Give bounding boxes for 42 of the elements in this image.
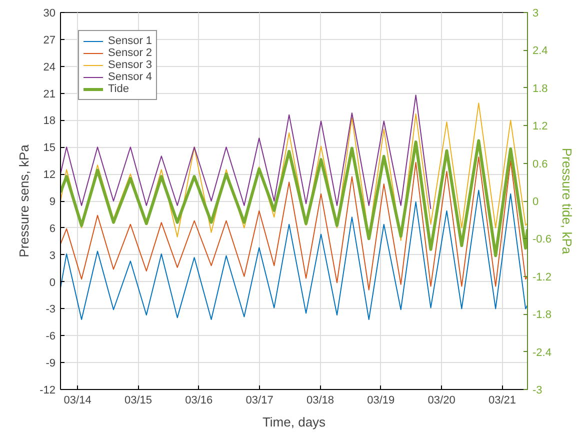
y2-tick-label: 3	[532, 8, 539, 20]
y-tick-label: 9	[49, 196, 56, 208]
x-tick-label: 03/15	[124, 394, 152, 406]
x-tick-label: 03/21	[488, 394, 516, 406]
x-tick-label: 03/17	[246, 394, 274, 406]
y2-tick-label: 2.4	[532, 45, 548, 58]
legend-label: Sensor 4	[108, 71, 152, 83]
y-tick-label: 0	[49, 276, 56, 289]
x-tick-label: 03/16	[185, 394, 213, 406]
y-tick-label: -9	[46, 358, 56, 370]
y-tick-label: 3	[49, 250, 56, 262]
y-tick-label: 6	[49, 222, 56, 235]
y2-axis-title: Pressure tide, kPa	[559, 148, 574, 255]
y-tick-label: -12	[40, 384, 56, 396]
y-tick-label: 30	[43, 8, 56, 20]
y-axis-title: Pressure sens, kPa	[16, 144, 32, 258]
x-tick-label: 03/20	[428, 394, 456, 406]
y-tick-label: 12	[43, 169, 56, 182]
y2-tick-label: 0	[532, 196, 539, 208]
x-tick-label: 03/18	[306, 394, 334, 406]
y2-tick-label: 1.2	[532, 120, 548, 133]
legend-label: Sensor 3	[108, 59, 152, 71]
y-tick-label: -6	[46, 330, 56, 343]
x-axis-title: Time, days	[262, 414, 326, 430]
y-tick-label: 15	[43, 142, 56, 154]
y2-tick-label: 1.8	[532, 82, 548, 95]
legend-label: Sensor 1	[108, 35, 152, 47]
y-tick-label: 18	[43, 115, 56, 128]
x-tick-label: 03/19	[367, 394, 395, 406]
y2-tick-label: 0.6	[532, 158, 548, 170]
y2-tick-label: -0.6	[532, 234, 552, 246]
y-tick-label: 21	[43, 88, 56, 100]
y-tick-label: -3	[46, 304, 56, 316]
y2-tick-label: -1.8	[532, 309, 552, 322]
y2-tick-label: -3	[532, 384, 542, 396]
legend-label: Sensor 2	[108, 47, 152, 59]
x-tick-label: 03/14	[64, 394, 92, 406]
y2-tick-label: -1.2	[532, 271, 552, 284]
y2-tick-label: -2.4	[532, 346, 552, 359]
y-tick-label: 24	[43, 61, 56, 74]
y-tick-label: 27	[43, 34, 56, 46]
legend-label: Tide	[108, 83, 129, 95]
